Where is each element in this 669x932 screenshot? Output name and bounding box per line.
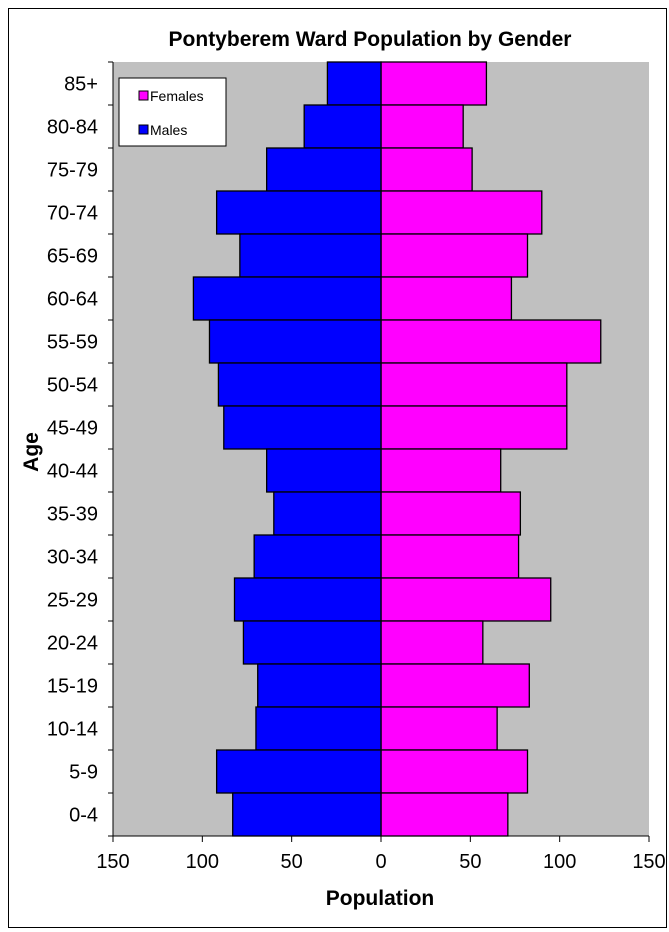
y-tick-label: 5-9 [69, 762, 98, 784]
chart-title: Pontyberem Ward Population by Gender [169, 28, 572, 51]
legend-label-females: Females [150, 88, 204, 104]
bar-males-50-54 [217, 362, 382, 407]
bar-males-40-44 [266, 448, 382, 493]
legend-label-males: Males [150, 122, 187, 138]
bar-females-35-39 [380, 491, 522, 536]
bar-females-0-4 [380, 792, 509, 837]
bar-males-45-49 [223, 405, 382, 450]
x-tick-label: 150 [96, 851, 129, 873]
bar-females-60-64 [380, 276, 513, 321]
y-tick-label: 40-44 [47, 461, 98, 483]
axes-group [108, 61, 650, 842]
bar-males-15-19 [257, 663, 382, 708]
bar-females-65-69 [380, 233, 529, 278]
bar-males-70-74 [215, 190, 382, 235]
bar-females-5-9 [380, 749, 529, 794]
bar-males-10-14 [255, 706, 382, 751]
y-tick-label: 80-84 [47, 117, 98, 139]
bar-males-65-69 [239, 233, 382, 278]
bar-males-30-34 [253, 534, 382, 579]
x-tick-label: 50 [281, 851, 303, 873]
x-tick-label: 100 [543, 851, 576, 873]
bars-group [192, 61, 602, 837]
legend-swatch-females [138, 90, 149, 101]
x-tick-label: 50 [459, 851, 481, 873]
y-tick-label: 35-39 [47, 504, 98, 526]
bar-females-80-84 [380, 104, 464, 149]
bar-males-0-4 [232, 792, 382, 837]
bar-females-45-49 [380, 405, 568, 450]
legend-box [118, 77, 227, 147]
bar-males-75-79 [266, 147, 382, 192]
y-tick-label: 60-64 [47, 289, 98, 311]
y-tick-label: 50-54 [47, 375, 98, 397]
y-tick-label: 15-19 [47, 676, 98, 698]
legend-swatch-males [138, 124, 149, 135]
y-tick-label: 30-34 [47, 547, 98, 569]
y-tick-label: 20-24 [47, 633, 98, 655]
y-tick-labels: 85+ 80-84 75-79 70-74 65-69 60-64 55-59 50-54 45… [47, 74, 98, 827]
y-tick-label: 65-69 [47, 246, 98, 268]
bar-females-10-14 [380, 706, 498, 751]
bar-females-30-34 [380, 534, 520, 579]
bar-females-75-79 [380, 147, 473, 192]
bar-males-60-64 [192, 276, 382, 321]
y-tick-label: 55-59 [47, 332, 98, 354]
bar-males-55-59 [208, 319, 382, 364]
y-tick-label: 75-79 [47, 160, 98, 182]
x-tick-label: 100 [186, 851, 219, 873]
bar-females-50-54 [380, 362, 568, 407]
bar-females-20-24 [380, 620, 484, 665]
bar-females-25-29 [380, 577, 552, 622]
bar-males-20-24 [242, 620, 382, 665]
y-tick-label: 70-74 [47, 203, 98, 225]
bar-females-70-74 [380, 190, 543, 235]
x-tick-labels: 150 100 50 0 50 100 150 [96, 851, 665, 873]
bar-females-85+ [380, 61, 488, 106]
bar-males-80-84 [303, 104, 382, 149]
y-tick-label: 45-49 [47, 418, 98, 440]
y-tick-label: 0-4 [69, 805, 98, 827]
y-tick-label: 25-29 [47, 590, 98, 612]
y-tick-label: 10-14 [47, 719, 98, 741]
bar-females-55-59 [380, 319, 602, 364]
y-tick-label: 85+ [64, 74, 98, 96]
x-axis-title: Population [326, 887, 435, 910]
legend: Females Males [118, 77, 227, 147]
bar-males-85+ [326, 61, 382, 106]
bar-males-25-29 [233, 577, 382, 622]
bar-males-5-9 [215, 749, 382, 794]
bar-females-15-19 [380, 663, 530, 708]
x-tick-label: 150 [632, 851, 665, 873]
y-axis-title: Age [20, 432, 43, 472]
bar-females-40-44 [380, 448, 502, 493]
x-tick-label: 0 [375, 851, 386, 873]
bar-males-35-39 [273, 491, 382, 536]
